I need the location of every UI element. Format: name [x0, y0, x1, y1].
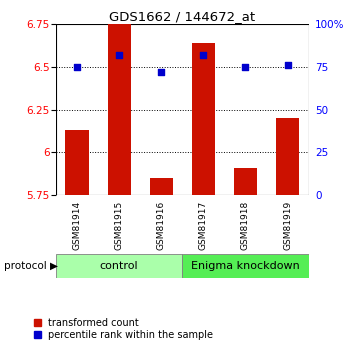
- Text: GSM81914: GSM81914: [73, 200, 82, 250]
- Text: Enigma knockdown: Enigma knockdown: [191, 261, 300, 271]
- Bar: [150, 178, 173, 195]
- Text: GSM81917: GSM81917: [199, 200, 208, 250]
- Bar: [182, 254, 309, 278]
- Bar: [276, 118, 299, 195]
- Text: GSM81916: GSM81916: [157, 200, 166, 250]
- Bar: [65, 130, 88, 195]
- Bar: [192, 43, 215, 195]
- Bar: [56, 254, 182, 278]
- Point: [116, 52, 122, 58]
- Text: GSM81915: GSM81915: [115, 200, 123, 250]
- Text: protocol ▶: protocol ▶: [4, 261, 58, 271]
- Point: [243, 64, 248, 70]
- Point: [74, 64, 80, 70]
- Legend: transformed count, percentile rank within the sample: transformed count, percentile rank withi…: [34, 318, 213, 340]
- Title: GDS1662 / 144672_at: GDS1662 / 144672_at: [109, 10, 255, 23]
- Bar: [234, 168, 257, 195]
- Point: [285, 62, 291, 68]
- Text: control: control: [100, 261, 138, 271]
- Text: GSM81918: GSM81918: [241, 200, 250, 250]
- Point: [200, 52, 206, 58]
- Bar: [108, 24, 131, 195]
- Text: GSM81919: GSM81919: [283, 200, 292, 250]
- Point: [158, 69, 164, 75]
